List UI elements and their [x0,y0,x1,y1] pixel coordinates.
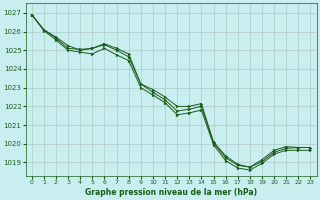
X-axis label: Graphe pression niveau de la mer (hPa): Graphe pression niveau de la mer (hPa) [85,188,257,197]
